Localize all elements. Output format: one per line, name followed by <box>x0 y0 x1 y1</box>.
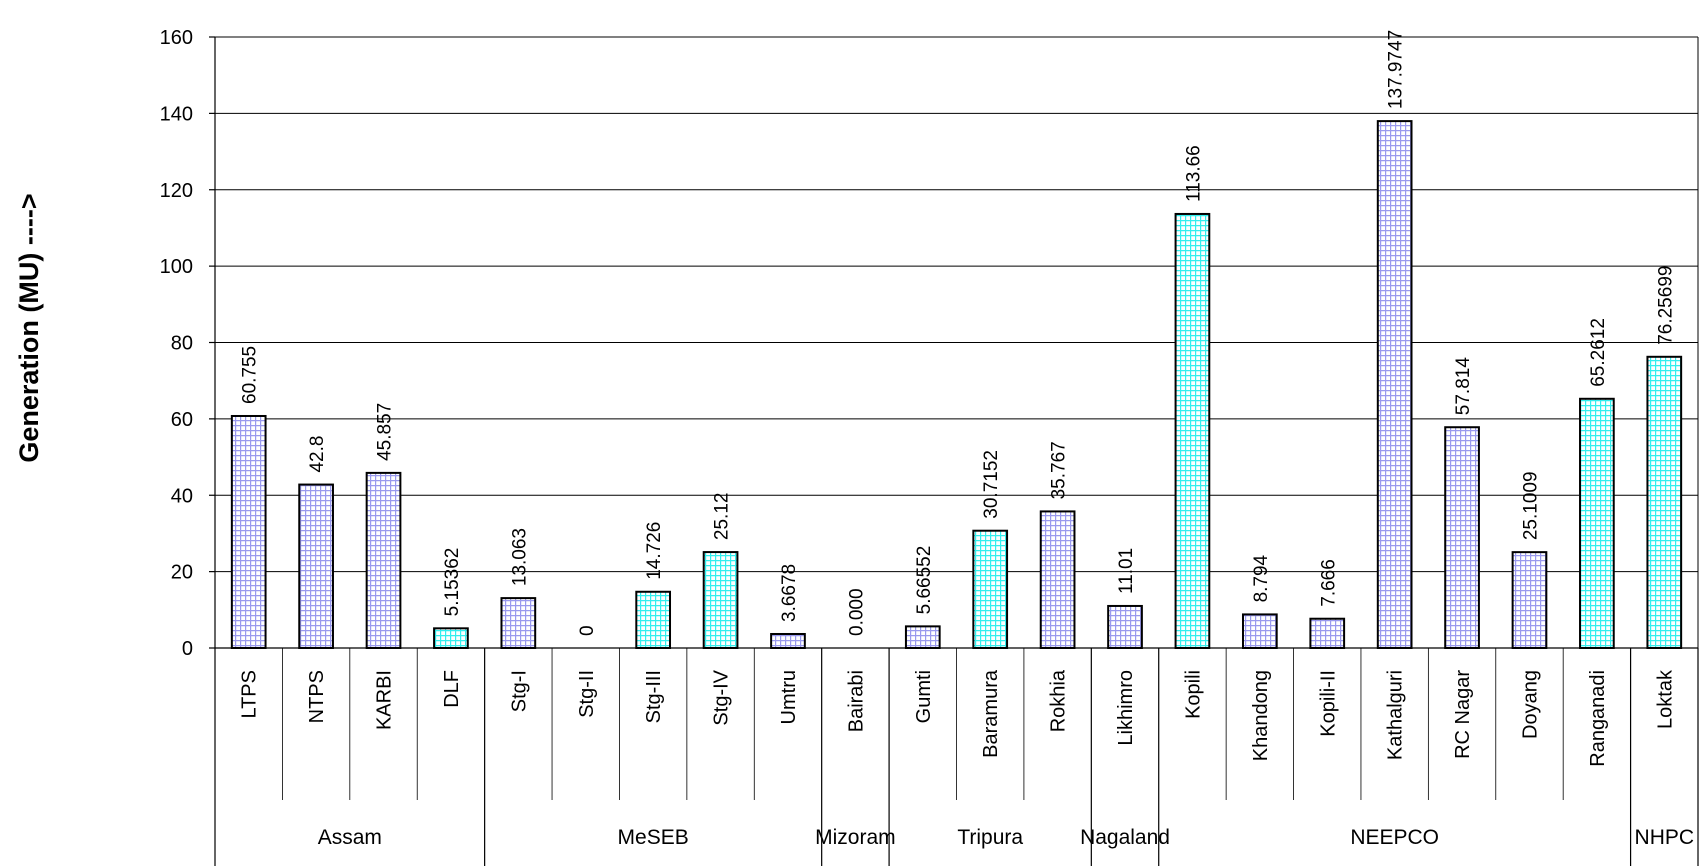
bar-doyang <box>1511 551 1548 649</box>
bar-gumti <box>904 625 941 650</box>
group-label: Mizoram <box>815 826 896 849</box>
y-tick-label: 20 <box>171 562 193 584</box>
x-tick-label: Stg-II <box>576 670 598 718</box>
axes: 0 20 40 60 80 100 120 140 160 LTPS NTPS KARBI DLF Stg… <box>160 27 1699 866</box>
group-label: Nagaland <box>1080 826 1170 849</box>
y-tick-label: 100 <box>160 256 193 278</box>
data-label: 7.666 <box>1318 559 1339 607</box>
data-label: 0.000 <box>846 588 867 636</box>
bar-ntps <box>298 483 334 649</box>
x-tick-label: NTPS <box>306 670 328 723</box>
bar-kathalguri <box>1376 120 1413 649</box>
x-tick-label: DLF <box>441 670 463 708</box>
bar-khandong <box>1241 613 1278 649</box>
x-tick-label: Kathalguri <box>1385 670 1407 760</box>
x-tick-label: Loktak <box>1654 669 1676 729</box>
data-label: 5.15362 <box>442 548 463 617</box>
group-label: NEEPCO <box>1350 826 1439 849</box>
group-label: Tripura <box>957 826 1023 849</box>
data-label: 113.66 <box>1183 145 1204 202</box>
data-label: 0 <box>577 625 598 636</box>
bar-stg-iii <box>635 590 672 649</box>
x-tick-label: Baramura <box>980 669 1002 758</box>
data-label: 42.8 <box>307 436 328 473</box>
data-labels: 60.755 42.8 45.857 5.15362 13.063 0 14.726 25.1… <box>240 30 1677 636</box>
plot-frame <box>215 36 1699 648</box>
bar-kopili <box>1174 212 1211 649</box>
bar-loktak <box>1646 355 1683 649</box>
x-tick-label: Stg-IV <box>711 669 733 725</box>
data-label: 60.755 <box>240 346 261 404</box>
data-label: 30.7152 <box>981 450 1002 519</box>
x-tick-label: Stg-III <box>643 670 665 723</box>
y-tick-label: 160 <box>160 27 193 49</box>
data-label: 8.794 <box>1251 554 1272 602</box>
data-label: 65.2612 <box>1588 318 1609 387</box>
bar-stg-i <box>500 597 537 649</box>
y-tick-label: 140 <box>160 103 193 125</box>
x-tick-label: RC Nagar <box>1452 670 1474 759</box>
y-tick-label: 80 <box>171 333 193 355</box>
data-label: 3.6678 <box>779 564 800 622</box>
y-tick-label: 0 <box>182 638 193 660</box>
data-label: 35.767 <box>1049 441 1070 499</box>
y-tick-label: 60 <box>171 409 193 431</box>
bar-karbi <box>365 471 402 649</box>
x-tick-label: Rokhia <box>1048 669 1070 732</box>
bar-likhimro <box>1107 604 1143 650</box>
data-label: 45.857 <box>375 403 396 461</box>
x-tick-label: Gumti <box>913 670 935 723</box>
data-label: 13.063 <box>509 528 530 586</box>
bar-stg-iv <box>702 551 739 649</box>
data-label: 137.9747 <box>1386 30 1407 109</box>
data-label: 25.1009 <box>1520 471 1541 540</box>
group-label: Assam <box>318 826 382 849</box>
x-tick-label: Ranganadi <box>1587 670 1609 767</box>
group-label: NHPC <box>1635 826 1695 849</box>
x-tick-label: Stg-I <box>508 670 530 712</box>
bar-ltps <box>230 414 267 650</box>
data-label: 25.12 <box>712 493 733 541</box>
data-label: 57.814 <box>1453 357 1474 416</box>
data-label: 76.25699 <box>1655 266 1676 345</box>
x-tick-label: Kopili <box>1182 670 1204 719</box>
x-tick-label: KARBI <box>374 670 396 730</box>
data-label: 5.66552 <box>914 546 935 615</box>
bar-dlf <box>433 627 469 650</box>
bar-rokhia <box>1039 510 1076 649</box>
bar-umtru <box>770 632 806 650</box>
y-tick-label: 120 <box>160 180 193 202</box>
bar-baramura <box>972 529 1009 650</box>
y-tick-label: 40 <box>171 485 193 507</box>
x-tick-label: Khandong <box>1250 670 1272 761</box>
x-tick-label: Kopili-II <box>1317 670 1339 737</box>
x-tick-label: Umtru <box>778 670 800 724</box>
bar-kopili-ii <box>1309 617 1346 650</box>
x-tick-label: LTPS <box>239 670 261 719</box>
group-label: MeSEB <box>618 826 689 849</box>
y-axis-label: Generation (MU) ----> <box>14 193 44 462</box>
x-tick-label: Likhimro <box>1115 670 1137 746</box>
x-tick-label: Bairabi <box>845 670 867 732</box>
gridlines <box>215 36 1698 573</box>
data-label: 14.726 <box>644 522 665 580</box>
bar-rc-nagar <box>1444 426 1480 649</box>
x-tick-label: Doyang <box>1519 670 1541 739</box>
bar-ranganadi <box>1579 397 1615 649</box>
data-label: 11.01 <box>1116 548 1137 594</box>
